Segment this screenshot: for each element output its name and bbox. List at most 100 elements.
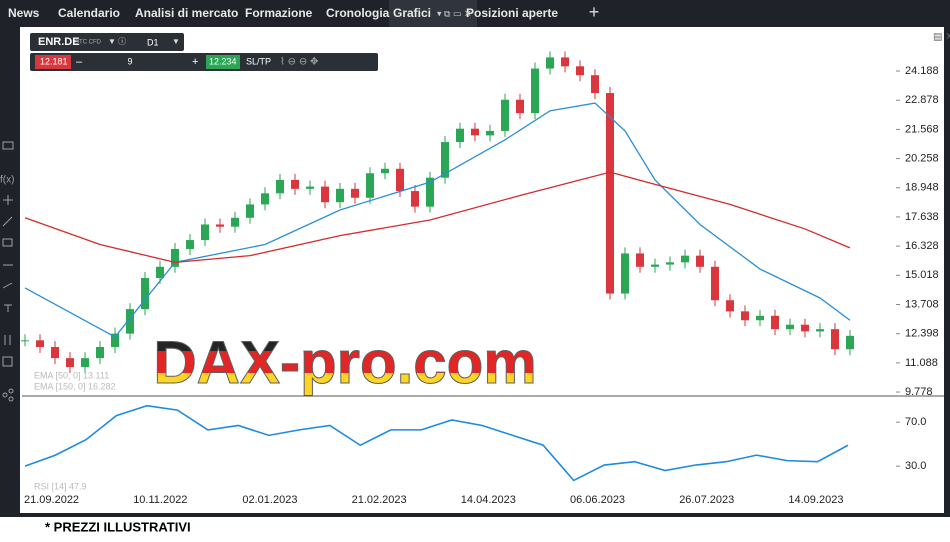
y-tick-label: 20.258 xyxy=(905,152,939,164)
candle xyxy=(306,186,314,189)
candle xyxy=(351,188,359,198)
buy-button[interactable] xyxy=(206,55,240,69)
symbol: ENR.DE xyxy=(38,36,80,48)
candle xyxy=(126,309,134,334)
tab-icons[interactable]: ▾ ⧉ ▭ ✕ xyxy=(437,8,472,18)
x-tick-label: 06.06.2023 xyxy=(570,494,625,506)
symbol-box[interactable] xyxy=(30,33,184,51)
rsi-line xyxy=(24,404,849,482)
open-positions[interactable]: Posizioni aperte xyxy=(466,6,558,20)
ema-fast xyxy=(24,102,851,338)
x-tick-label: 21.02.2023 xyxy=(352,494,407,506)
candle xyxy=(456,128,464,143)
trade-box[interactable] xyxy=(30,53,378,71)
nav-tab[interactable]: News xyxy=(8,6,40,20)
candle xyxy=(726,300,734,312)
ema-legend: EMA [150, 0] 16.282 xyxy=(34,381,116,391)
x-tick-label: 26.07.2023 xyxy=(679,494,734,506)
right-frame xyxy=(944,27,950,517)
rsi-tick-label: 30.0 xyxy=(905,460,926,472)
sell-button[interactable] xyxy=(35,55,71,69)
candle xyxy=(141,277,149,310)
y-tick-label: 13.708 xyxy=(905,298,939,310)
timeframe[interactable]: D1 xyxy=(147,37,159,47)
watermark: DAX-pro.com xyxy=(153,329,536,396)
y-tick-label: 15.018 xyxy=(905,269,939,281)
candle xyxy=(96,346,104,359)
candle xyxy=(786,324,794,330)
y-tick-label: 11.088 xyxy=(905,357,938,369)
nav-tab[interactable]: Calendario xyxy=(58,6,120,20)
candle xyxy=(591,75,599,94)
candle xyxy=(186,240,194,249)
quantity[interactable]: 9 xyxy=(127,56,132,66)
candle xyxy=(831,329,839,350)
candle xyxy=(501,99,509,131)
caret[interactable]: ▼ xyxy=(172,37,180,46)
nav-tab[interactable]: Analisi di mercato xyxy=(135,6,238,20)
candle xyxy=(366,173,374,198)
caret[interactable]: ▼ ⓘ xyxy=(108,37,126,46)
window-icons[interactable]: ▤ ✕ xyxy=(933,32,950,43)
x-tick-label: 02.01.2023 xyxy=(242,494,297,506)
left-toolbar xyxy=(0,27,20,517)
candle xyxy=(321,186,329,203)
candle xyxy=(426,177,434,207)
candle xyxy=(606,93,614,294)
nav-tab[interactable]: Cronologia xyxy=(326,6,390,20)
y-tick-label: 17.638 xyxy=(905,211,939,223)
rsi-legend: RSI [14] 47.9 xyxy=(34,481,87,491)
candle xyxy=(411,191,419,207)
candle xyxy=(636,253,644,267)
minus[interactable]: – xyxy=(76,56,83,68)
candle xyxy=(531,68,539,114)
candle xyxy=(291,179,299,189)
candle xyxy=(171,248,179,267)
candle xyxy=(576,66,584,76)
candle xyxy=(81,358,89,368)
ema-slow xyxy=(24,171,851,264)
add-tab[interactable]: + xyxy=(589,2,600,22)
candle xyxy=(651,264,659,267)
candle xyxy=(336,188,344,203)
tool-icons[interactable] xyxy=(2,141,14,402)
candle xyxy=(816,329,824,332)
nav-tab[interactable]: Formazione xyxy=(245,6,313,20)
candle xyxy=(66,358,74,368)
candle xyxy=(666,262,674,265)
y-tick-label: 12.398 xyxy=(905,328,939,340)
candle xyxy=(546,57,554,69)
y-tick-label: 16.328 xyxy=(905,240,939,252)
sltp[interactable]: SL/TP xyxy=(246,56,271,66)
candle xyxy=(471,128,479,136)
buy-price: 12.234 xyxy=(209,56,237,66)
candle xyxy=(276,179,284,194)
candle xyxy=(756,315,764,321)
fx-icon[interactable]: f(x) xyxy=(0,175,14,186)
plus[interactable]: + xyxy=(192,56,198,68)
candle xyxy=(621,253,629,294)
candle xyxy=(696,255,704,267)
bottom-frame xyxy=(0,513,950,517)
x-tick-label: 14.04.2023 xyxy=(461,494,516,506)
candle xyxy=(51,346,59,359)
y-tick-label: 22.878 xyxy=(905,94,939,106)
candle xyxy=(846,335,854,350)
candle xyxy=(561,57,569,67)
active-tab[interactable] xyxy=(389,0,477,27)
candle xyxy=(381,168,389,174)
toolbar-icons[interactable]: ⌇ ⊖ ⊖ ✥ xyxy=(280,57,318,68)
nav-tab[interactable]: Grafici xyxy=(393,6,431,20)
candle xyxy=(801,324,809,332)
y-tick-label: 24.188 xyxy=(905,65,939,77)
candle xyxy=(21,340,29,342)
ema-legend: EMA [50, 0] 13.111 xyxy=(34,370,109,380)
candle xyxy=(246,204,254,218)
rsi-tick-label: 70.0 xyxy=(905,416,926,428)
sell-price: 12.181 xyxy=(40,56,68,66)
symbol-kind: STC CFD xyxy=(75,40,102,46)
candle xyxy=(261,193,269,205)
candle xyxy=(711,266,719,301)
candle xyxy=(201,224,209,241)
